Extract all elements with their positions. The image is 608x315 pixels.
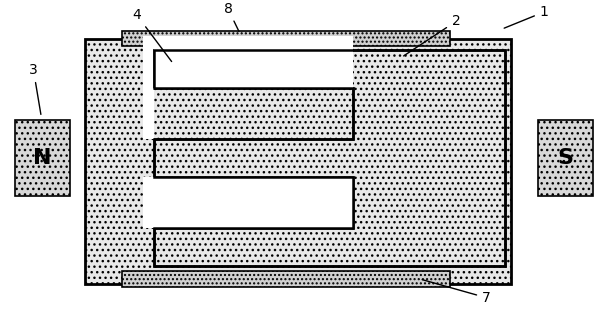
- Bar: [122, 271, 450, 287]
- Bar: [143, 36, 353, 88]
- Text: 3: 3: [29, 63, 41, 114]
- Text: 7: 7: [422, 280, 491, 305]
- Text: N: N: [33, 148, 52, 168]
- Bar: [122, 31, 450, 47]
- Bar: [15, 120, 70, 196]
- Polygon shape: [154, 50, 505, 266]
- Bar: [154, 177, 353, 228]
- Text: S: S: [558, 148, 573, 168]
- Text: 4: 4: [133, 8, 171, 61]
- Text: 1: 1: [504, 5, 548, 28]
- Bar: [538, 120, 593, 196]
- Text: 2: 2: [404, 14, 460, 56]
- Bar: [143, 177, 154, 228]
- Text: 8: 8: [224, 2, 239, 32]
- Bar: [143, 88, 154, 139]
- Bar: [85, 39, 511, 284]
- Bar: [154, 36, 353, 88]
